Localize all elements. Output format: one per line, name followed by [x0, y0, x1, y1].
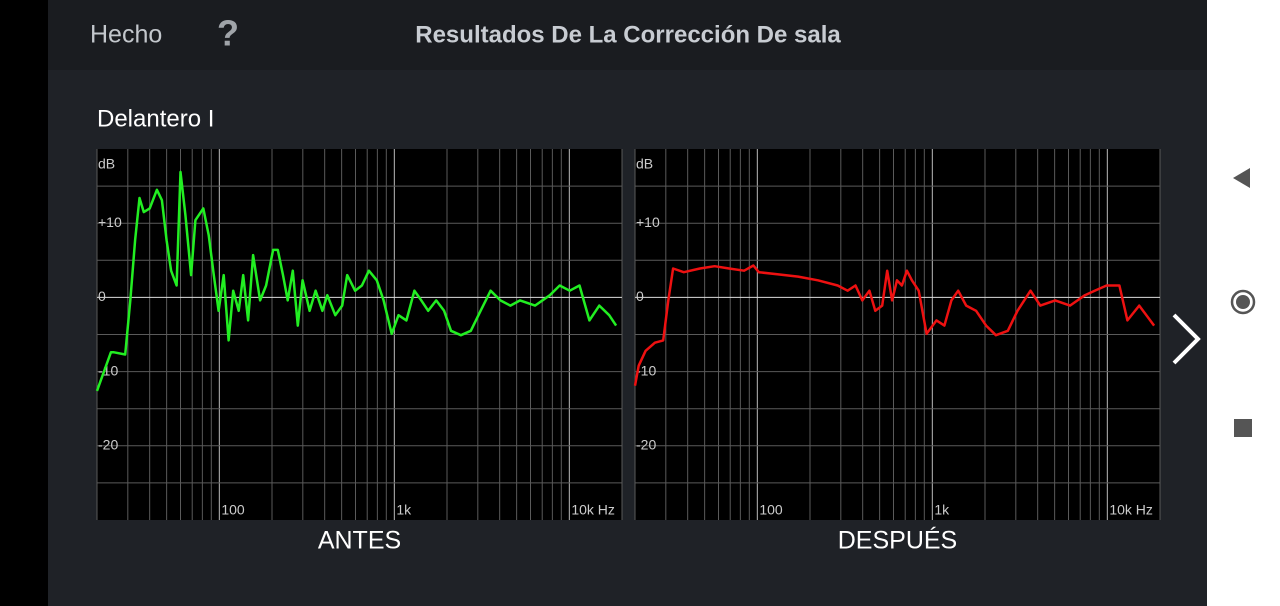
x-tick-label: 100 [759, 502, 783, 518]
left-bar [0, 0, 48, 606]
x-tick-label: 10k Hz [571, 502, 615, 518]
y-tick-label: -20 [98, 437, 118, 453]
section-title: Delantero I [97, 105, 214, 132]
response-line [95, 170, 618, 392]
x-tick-label: 100 [221, 502, 245, 518]
help-button[interactable]: ? [217, 13, 239, 54]
nav-recent[interactable] [1234, 419, 1252, 437]
y-tick-label: -20 [636, 437, 656, 453]
next-chevron[interactable] [1172, 313, 1201, 365]
header-title: Resultados De La Corrección De sala [415, 21, 841, 48]
x-tick-label: 1k [934, 502, 950, 518]
x-tick-label: 10k Hz [1109, 502, 1153, 518]
nav-home-dot [1236, 295, 1250, 309]
nav-home[interactable] [1230, 289, 1256, 315]
y-axis-label: dB [636, 156, 653, 172]
y-tick-label: -10 [98, 362, 118, 378]
y-axis-label: dB [98, 156, 115, 172]
done-button[interactable]: Hecho [90, 21, 162, 49]
x-tick-label: 1k [396, 502, 412, 518]
nav-back[interactable] [1233, 168, 1250, 188]
header-bar [48, 0, 1207, 70]
y-tick-label: +10 [636, 214, 660, 230]
chart-caption: DESPUÉS [838, 526, 957, 555]
response-line [633, 264, 1156, 386]
y-tick-label: 0 [98, 288, 106, 304]
y-tick-label: +10 [98, 214, 122, 230]
chart-caption: ANTES [318, 527, 401, 555]
y-tick-label: -10 [636, 362, 656, 378]
y-tick-label: 0 [636, 288, 644, 304]
